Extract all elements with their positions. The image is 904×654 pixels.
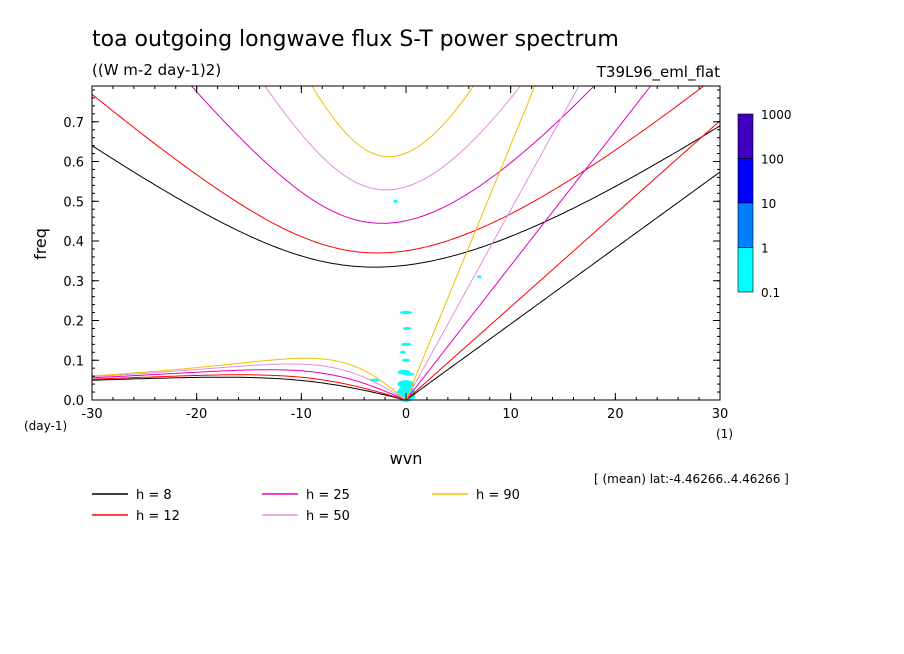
x-tick-label-0: -30 [81,407,102,422]
x-tick-label-4: 10 [502,407,519,422]
legend-label-0: h = 8 [136,488,172,503]
x-tick-label-5: 20 [607,407,624,422]
x-unit-label: (1) [716,427,733,441]
contour-spot-6 [401,358,411,362]
colorbar-label-2: 10 [761,197,776,211]
plot-frame [91,85,721,401]
series-4-curve-0 [311,86,475,158]
legend: h = 8 h = 12 h = 25 h = 50 h = 90 [92,488,520,524]
colorbar-swatch-2 [737,202,754,248]
legend-label-1: h = 12 [136,509,180,524]
y-tick-label-5: 0.5 [63,195,84,210]
series-3-curve-1 [92,363,407,400]
series-3-curve-0 [264,86,522,191]
contour-spot-3 [403,372,415,376]
x-axis-label: wvn [390,449,423,468]
y-tick-label-3: 0.3 [63,275,84,290]
colorbar-label-1: 100 [761,153,784,167]
series-4-curve-2 [405,86,536,400]
contour-spot-7 [393,199,398,203]
y-tick-label-0: 0.0 [63,394,84,409]
colorbar-label-4: 0.1 [761,286,780,300]
contour-spot-10 [402,326,412,331]
series-4 [92,86,536,400]
power-contours [369,199,482,402]
series-0-curve-2 [405,171,720,400]
contour-spot-11 [399,350,406,354]
y-axis-label: freq [31,228,50,260]
series-1 [92,86,720,400]
y-tick-label-4: 0.4 [63,235,84,250]
legend-label-4: h = 90 [476,488,520,503]
series-1-curve-0 [92,86,705,254]
series-2-curve-1 [92,369,407,400]
series-4-curve-1 [92,357,407,400]
colorbar-swatch-0 [737,113,754,159]
series-1-curve-2 [405,120,720,400]
colorbar-swatch-3 [737,247,754,293]
series-3 [92,86,580,400]
chart-title: toa outgoing longwave flux S-T power spe… [92,27,619,52]
y-tick-label-7: 0.7 [63,116,84,131]
contour-spot-5 [399,310,413,315]
legend-label-2: h = 25 [306,488,350,503]
legend-label-3: h = 50 [306,509,350,524]
plot-area: -30 -20 -10 0 10 20 30 0.0 0.1 0.2 0.3 0.4 0.5 0.6 0.7 [63,85,728,422]
x-tick-label-1: -20 [186,407,207,422]
series-1-curve-1 [92,374,407,400]
series-2 [92,86,652,400]
colorbar-label-0: 1000 [761,108,792,122]
y-unit-label: (day-1) [24,419,67,433]
x-tick-label-3: 0 [402,407,410,422]
x-tick-label-6: 30 [712,407,729,422]
colorbar-label-3: 1 [761,242,769,256]
series-3-curve-2 [405,86,580,400]
series-2-curve-2 [405,86,652,400]
x-tick-label-2: -10 [291,407,312,422]
experiment-label: T39L96_eml_flat [596,63,720,82]
footnote: [ (mean) lat:-4.46266..4.46266 ] [594,472,789,486]
dispersion-curves [92,86,720,400]
y-tick-label-2: 0.2 [63,315,84,330]
contour-spot-1 [397,380,415,389]
contour-spot-9 [477,275,482,279]
contour-spot-4 [400,342,412,346]
colorbar-swatch-1 [737,158,754,204]
series-0-curve-1 [92,376,407,400]
axis-ticks: -30 -20 -10 0 10 20 30 0.0 0.1 0.2 0.3 0.4 0.5 0.6 0.7 [63,86,728,422]
chart-subtitle: ((W m-2 day-1)2) [92,61,221,79]
y-tick-label-1: 0.1 [63,354,84,369]
series-0 [92,125,720,400]
series-0-curve-0 [92,125,720,268]
y-tick-label-6: 0.6 [63,156,84,171]
colorbar: 1000 100 10 1 0.1 [737,108,792,300]
